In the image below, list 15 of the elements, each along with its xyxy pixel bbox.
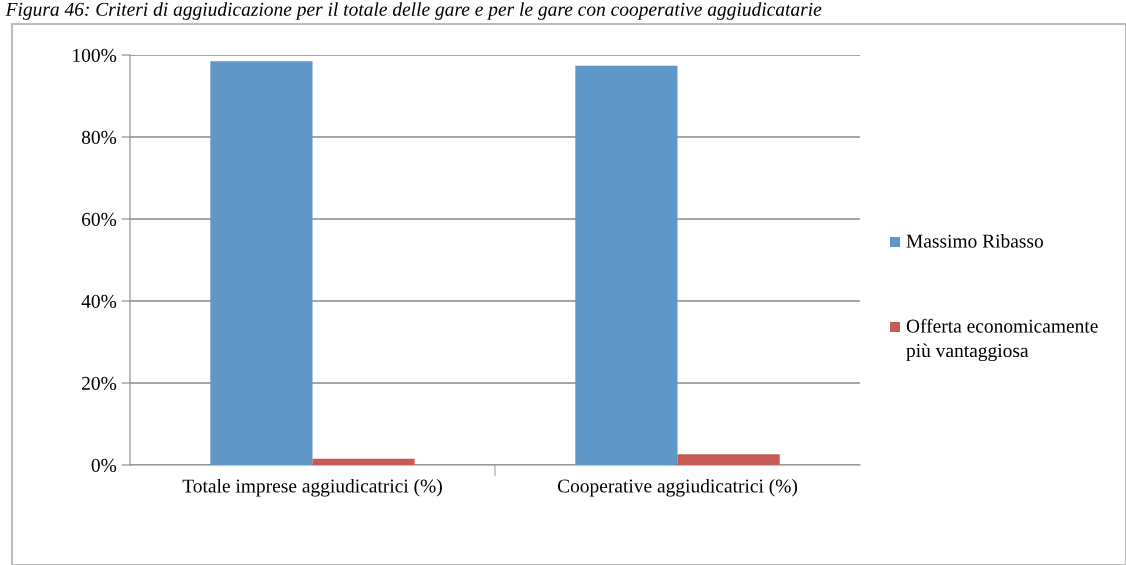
chart-title: Figura 46: Criteri di aggiudicazione per il totale delle gare e per le gare con cooperative aggiudicatarie [5, 2, 822, 20]
legend-label: Massimo Ribasso [906, 234, 1043, 248]
y-tick-label: 100% [73, 48, 117, 62]
bar [210, 61, 313, 465]
y-tick-label: 20% [82, 376, 117, 390]
bar [312, 458, 415, 465]
x-tick-label: Totale imprese aggiudicatrici (%) [182, 478, 442, 497]
y-tick-label: 80% [81, 130, 117, 144]
bar [575, 65, 678, 465]
bar [677, 454, 780, 465]
y-tick-label: 60% [82, 212, 117, 226]
legend-label: Offerta economicamente più vantaggiosa [906, 318, 1098, 362]
y-tick-label: 40% [81, 294, 117, 308]
y-tick-label: 0% [91, 458, 117, 472]
x-tick-label: Cooperative aggiudicatrici (%) [557, 478, 798, 497]
